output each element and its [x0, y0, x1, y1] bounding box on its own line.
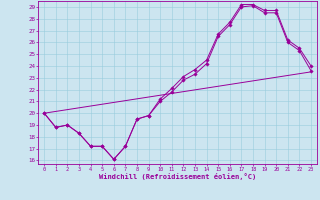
X-axis label: Windchill (Refroidissement éolien,°C): Windchill (Refroidissement éolien,°C)	[99, 173, 256, 180]
